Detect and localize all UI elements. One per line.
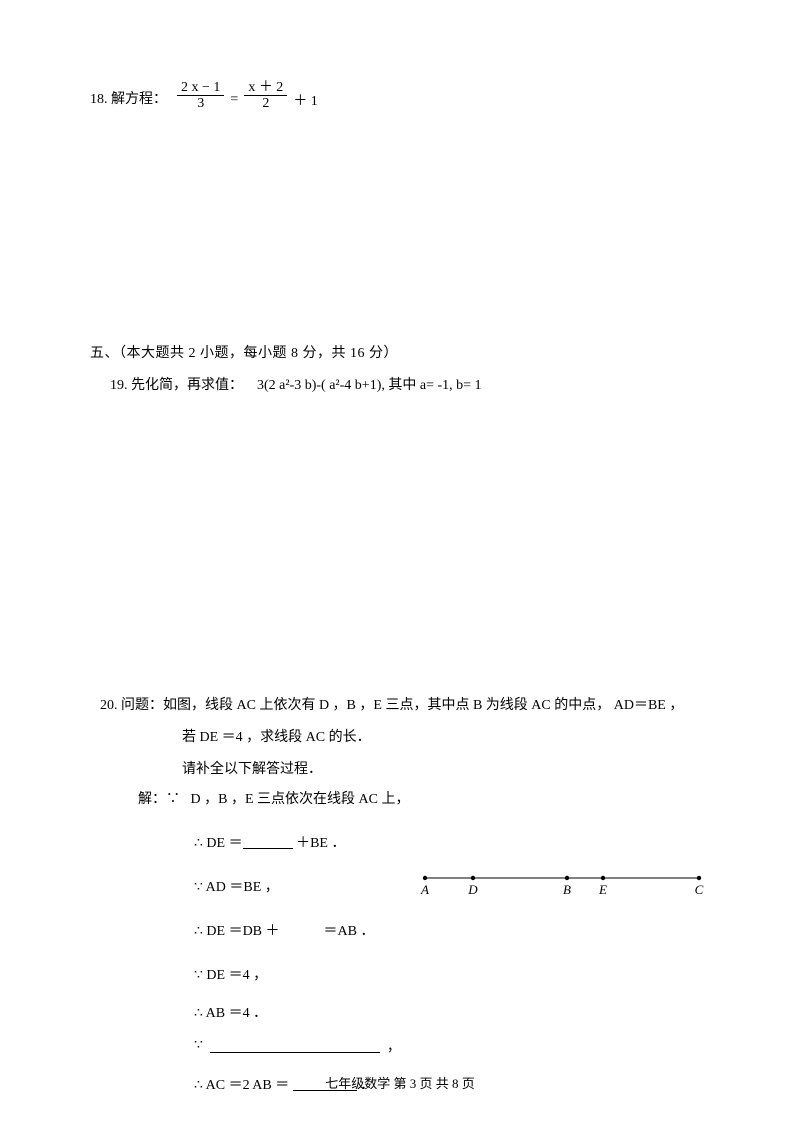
q20-sol1-lead: 解：∵ (138, 788, 180, 808)
q20-sol6: ∴ AB ＝4 ． (194, 1002, 720, 1022)
page: 18. 解方程： 2 x − 1 3 = x ＋ 2 2 ＋ 1 五、（本大题共… (0, 0, 800, 1134)
q20-stem-1: 20. 问题：如图，线段 AC 上依次有 D ，B ，E 三点，其中点 B 为线… (100, 694, 720, 714)
q20-sol1-rest: D ，B ，E 三点依次在线段 AC 上， (191, 788, 410, 808)
q20-sol4: ∴ DE ＝DB ＋ ＝AB ． (194, 920, 720, 940)
q19-expr: 3(2 a²-3 b)-( a²-4 b+1), 其中 a= -1, b= 1 (257, 378, 482, 393)
q20-sol2: ∴ DE ＝ ＋BE ． (194, 832, 720, 852)
svg-text:D: D (467, 882, 478, 897)
blank-1 (243, 834, 293, 849)
q18-label: 18. 解方程： (90, 80, 167, 108)
q19-label: 19. 先化简，再求值： (110, 378, 243, 393)
figure-svg: ADBEC (420, 872, 710, 902)
q18-equation: 2 x − 1 3 = x ＋ 2 2 ＋ 1 (177, 80, 318, 112)
svg-text:C: C (695, 882, 704, 897)
q20-stem-2: 若 DE ＝4 ，求线段 AC 的长． (182, 726, 720, 746)
plus-one: ＋ 1 (293, 82, 318, 110)
page-footer: 七年级数学 第 3 页 共 8 页 (0, 1073, 800, 1092)
line-segment-figure: ADBEC (420, 872, 710, 907)
q20-stem-3: 请补全以下解答过程． (182, 758, 720, 778)
q20-sol5: ∵ DE ＝4 ， (194, 964, 720, 984)
question-19: 19. 先化简，再求值： 3(2 a²-3 b)-( a²-4 b+1), 其中… (110, 374, 720, 394)
svg-text:E: E (598, 882, 607, 897)
blank-2 (210, 1038, 380, 1053)
eq-sign: = (230, 84, 238, 108)
question-18: 18. 解方程： 2 x − 1 3 = x ＋ 2 2 ＋ 1 (90, 80, 720, 112)
q18-lhs-frac: 2 x − 1 3 (177, 80, 224, 112)
q20-sol1: 解：∵ D ，B ，E 三点依次在线段 AC 上， (138, 788, 720, 808)
section-5-title: 五、（本大题共 2 小题，每小题 8 分，共 16 分） (90, 342, 720, 362)
q20-sol7: ∵ ， (194, 1036, 720, 1056)
svg-text:A: A (420, 882, 429, 897)
q18-rhs-frac: x ＋ 2 2 (244, 80, 287, 112)
svg-text:B: B (563, 882, 571, 897)
